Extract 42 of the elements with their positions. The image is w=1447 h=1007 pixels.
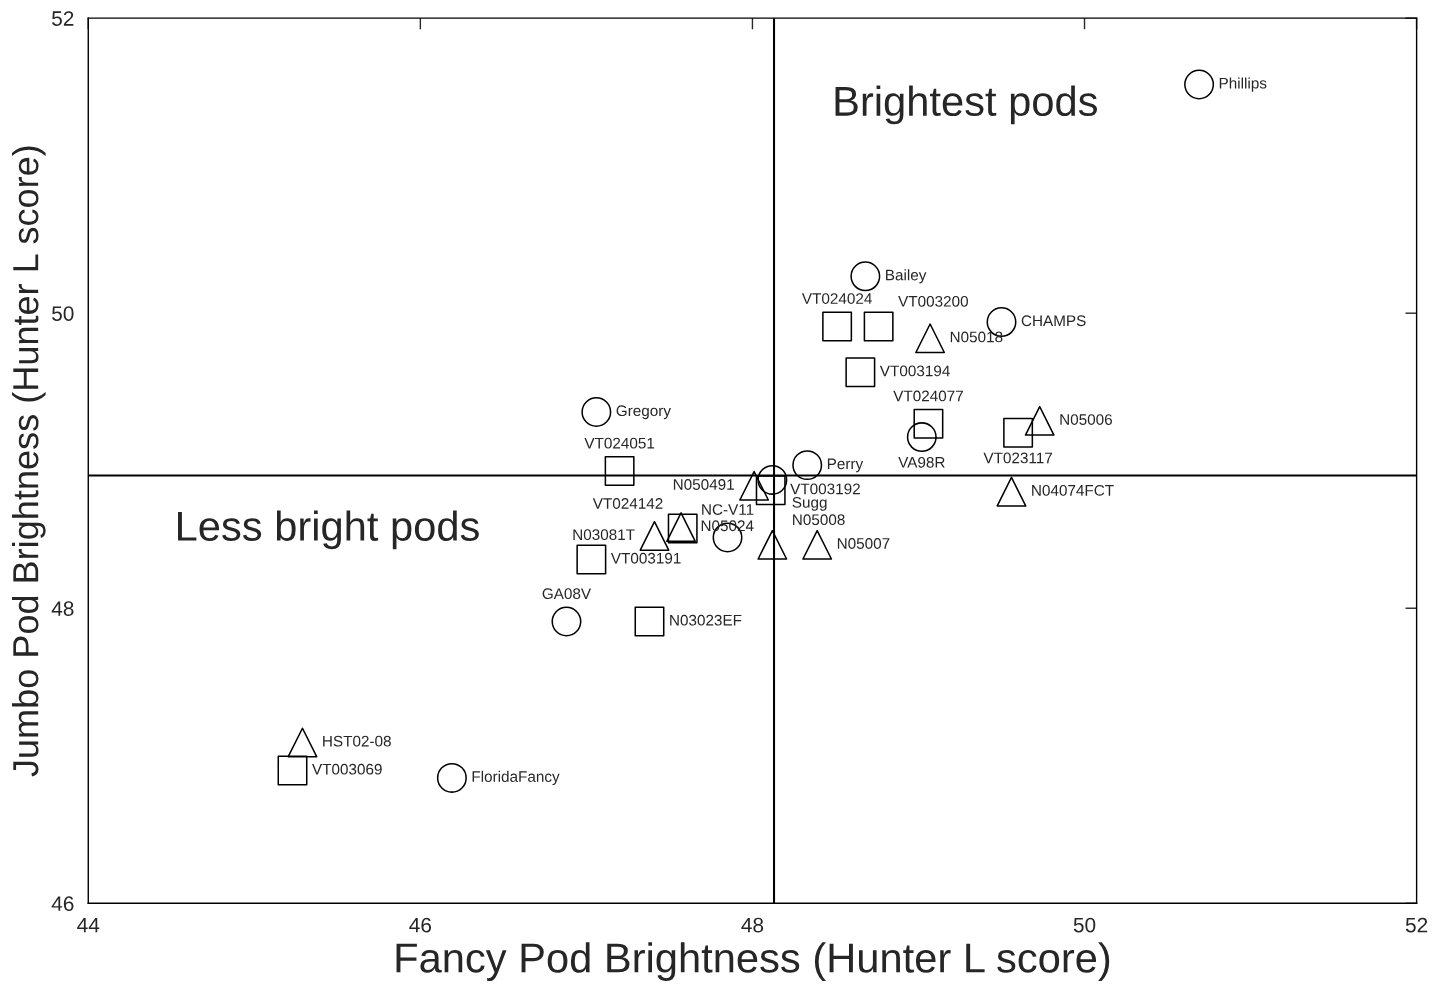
annotation: VT003200: [898, 295, 968, 307]
annotation: VT003069: [312, 763, 382, 775]
annotation: N05007: [837, 538, 890, 549]
annotation: CHAMPS: [1021, 315, 1086, 327]
annotation: N03023EF: [670, 614, 742, 626]
annotation: VT003192: [790, 483, 860, 495]
annotation: VT024024: [801, 293, 872, 304]
annotation: Phillips: [1219, 77, 1267, 92]
annotation: GA08V: [542, 588, 592, 600]
annotation: VA98R: [898, 456, 945, 468]
annotation: N05018: [950, 331, 1003, 343]
annotation: Perry: [827, 458, 864, 473]
annotation: VT003191: [610, 552, 681, 564]
annotation: Brightest pods: [835, 85, 1097, 125]
annotation: VT024077: [893, 390, 963, 402]
annotation: VT023117: [983, 452, 1053, 464]
annotation: N05006: [1060, 414, 1112, 425]
y-tick-label: 50: [52, 306, 74, 321]
annotation: N04074FCT: [1032, 484, 1114, 496]
y-tick-label: 46: [51, 896, 74, 912]
x-tick-label: 52: [1405, 917, 1428, 933]
annotation: NC-V11: [702, 504, 754, 515]
annotation: VT003194: [879, 365, 950, 377]
annotation: HST02-08: [323, 735, 391, 747]
y-tick-label: 48: [51, 601, 74, 616]
annotation: Gregory: [616, 405, 671, 420]
annotation: VT024051: [584, 437, 655, 449]
x-tick-label: 46: [409, 917, 432, 933]
x-axis-title: Fancy Pod Brightness (Hunter L score): [396, 942, 1110, 981]
annotation: VT024142: [592, 498, 663, 509]
annotation: N050491: [673, 479, 734, 490]
y-tick-label: 52: [52, 11, 74, 26]
x-tick-label: 50: [1073, 917, 1096, 933]
annotation: N03081T: [573, 529, 635, 541]
annotation: N05008: [793, 514, 845, 526]
annotation: FloridaFancy: [472, 770, 560, 785]
y-axis-title: Jumbo Pod Brightness (Hunter L score): [11, 146, 46, 777]
annotation: Sugg: [792, 496, 827, 511]
annotation: Bailey: [886, 269, 927, 284]
annotation: Less bright pods: [178, 510, 479, 550]
x-tick-label: 44: [77, 917, 100, 933]
x-tick-label: 48: [741, 917, 764, 933]
